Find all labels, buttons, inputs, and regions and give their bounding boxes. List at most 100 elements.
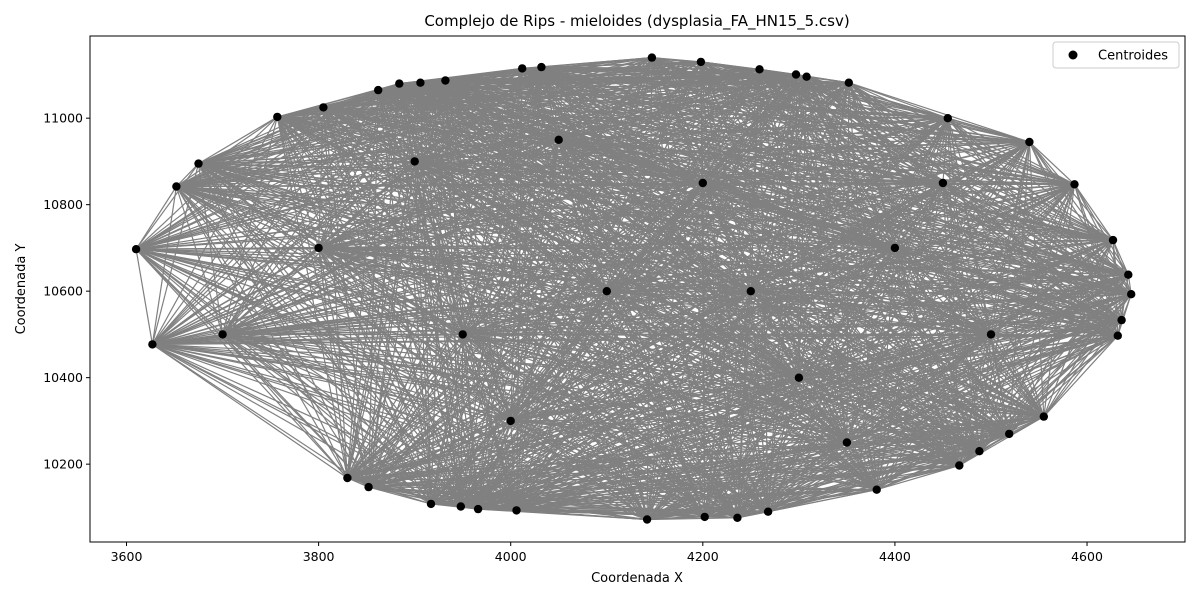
x-tick-label: 4600 — [1071, 549, 1103, 564]
edge — [347, 450, 980, 479]
edge — [894, 247, 1132, 295]
edge — [460, 450, 980, 508]
edge — [477, 333, 992, 510]
edge — [460, 441, 847, 508]
legend: Centroides — [1052, 41, 1180, 69]
centroid-point — [802, 72, 811, 81]
edge — [460, 333, 992, 508]
edge — [318, 247, 432, 505]
edge — [462, 333, 1010, 435]
edge — [702, 182, 960, 466]
centroid-point — [1113, 331, 1123, 340]
edge — [750, 290, 992, 335]
edge — [318, 247, 1122, 321]
edge — [460, 247, 896, 508]
edge — [510, 420, 648, 520]
edge — [276, 116, 348, 479]
centroid-point — [148, 340, 157, 349]
centroid-point — [696, 57, 706, 67]
edge — [646, 441, 848, 521]
edge — [414, 82, 849, 162]
edge — [876, 182, 944, 490]
edge — [318, 80, 446, 249]
centroid-point — [410, 157, 419, 166]
centroid-point — [416, 78, 425, 87]
edge — [222, 290, 607, 335]
centroid-point — [975, 447, 984, 456]
edge — [647, 516, 705, 521]
point-layer — [131, 53, 1136, 524]
edge — [737, 442, 848, 519]
centroid-point — [763, 507, 773, 516]
y-axis-label: Coordenada Y — [14, 244, 29, 335]
edge — [430, 182, 704, 505]
edge — [894, 247, 1129, 276]
edge — [276, 116, 370, 488]
edge — [222, 333, 705, 518]
edge — [942, 182, 1122, 321]
edge-layer — [135, 57, 1132, 521]
edge — [318, 57, 653, 249]
edge — [414, 160, 1114, 241]
y-tick-label: 10400 — [43, 370, 83, 385]
edge — [135, 248, 463, 335]
edge — [894, 247, 1119, 337]
edge — [462, 82, 850, 335]
edge — [347, 290, 608, 479]
edge — [318, 247, 751, 292]
edge — [848, 82, 1030, 143]
edge — [414, 61, 702, 162]
edge — [430, 247, 896, 505]
centroid-point — [791, 70, 801, 79]
edge — [558, 139, 1132, 295]
centroid-point — [647, 53, 657, 62]
edge — [347, 290, 752, 479]
edge — [222, 82, 421, 335]
edge — [222, 107, 324, 335]
edge — [894, 182, 944, 249]
centroid-point — [700, 512, 709, 522]
edge — [702, 182, 1010, 435]
edge — [558, 139, 608, 292]
centroid-point — [842, 438, 852, 447]
edge — [846, 441, 980, 452]
edge — [806, 76, 992, 335]
edge — [700, 61, 944, 184]
centroid-point — [1005, 429, 1014, 439]
edge — [846, 333, 992, 443]
edge — [558, 117, 948, 141]
edge — [368, 76, 808, 488]
centroid-point — [755, 65, 764, 74]
centroid-point — [943, 114, 952, 123]
edge — [414, 160, 752, 292]
edge — [318, 239, 1114, 249]
edge — [704, 291, 752, 518]
edge — [876, 334, 992, 491]
edge — [558, 139, 800, 379]
centroid-point — [1039, 412, 1049, 421]
edge — [942, 141, 1030, 184]
centroid-point — [938, 178, 948, 188]
edge — [414, 160, 896, 249]
edge — [702, 182, 800, 378]
edge — [347, 441, 847, 479]
edge — [540, 66, 560, 140]
edge — [846, 433, 1010, 444]
edge — [750, 290, 848, 443]
edge — [414, 161, 706, 518]
edge — [477, 182, 704, 510]
centroid-point — [426, 499, 436, 509]
edge — [462, 182, 944, 335]
edge — [798, 335, 1118, 379]
edge — [702, 182, 752, 292]
edge — [558, 139, 896, 249]
edge — [978, 184, 1076, 452]
edge — [222, 247, 895, 335]
edge — [462, 139, 560, 335]
edge — [222, 141, 1030, 335]
edge — [346, 334, 464, 479]
edge — [368, 334, 464, 488]
edge — [702, 182, 1114, 241]
x-tick-label: 4200 — [687, 549, 719, 564]
